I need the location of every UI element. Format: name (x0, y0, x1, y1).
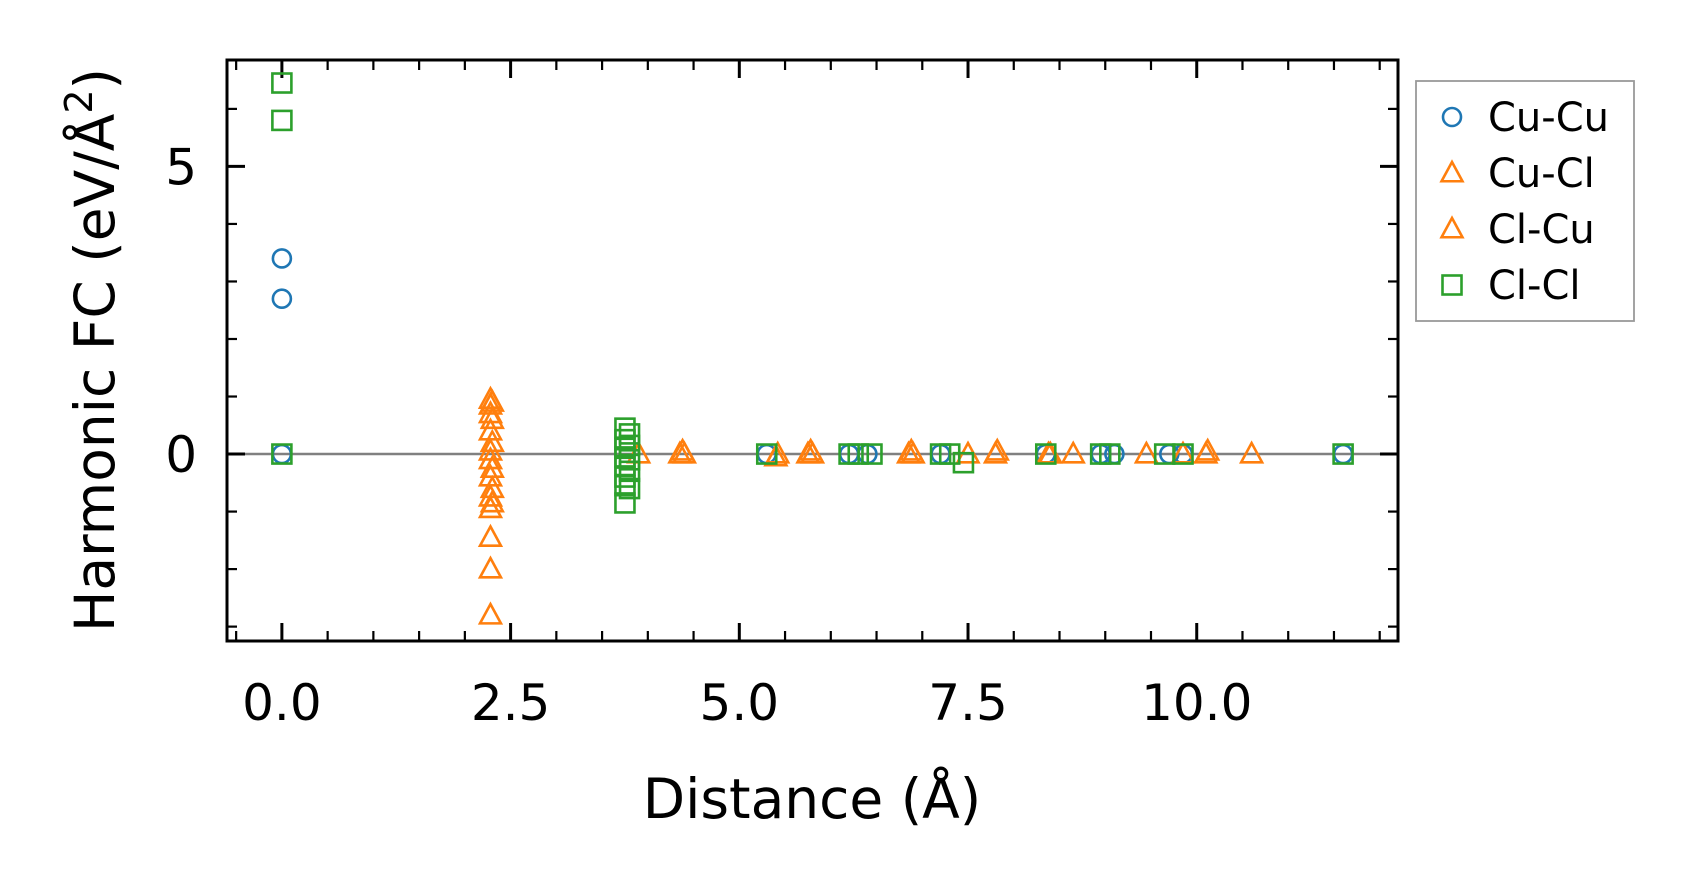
data-point-cl-cl (271, 72, 293, 94)
data-point-cl-cl (614, 492, 636, 514)
data-point-cl-cu (798, 437, 824, 461)
legend-label-cl-cu: Cl-Cu (1488, 207, 1595, 253)
legend-marker-cl-cu (1439, 215, 1465, 239)
legend-marker-cl-cl (1441, 274, 1463, 296)
data-point-cl-cl (618, 423, 641, 445)
data-point-cu-cl (477, 555, 504, 579)
legend-marker-cu-cl (1439, 159, 1465, 183)
data-point-cl-cu (479, 489, 505, 513)
data-point-cl-cl (1172, 443, 1194, 465)
data-point-cl-cl (1099, 443, 1121, 465)
y-axis-label-main: Harmonic FC (eV/Å (62, 113, 127, 632)
series-cu-cl (477, 385, 1265, 625)
data-point-cl-cl (1034, 443, 1057, 465)
data-point-cu-cl (1133, 440, 1160, 464)
x-tick-label: 0.0 (242, 674, 322, 732)
y-axis-label: Harmonic FC (eV/Å2) (57, 68, 127, 632)
data-point-cl-cu (479, 474, 505, 499)
data-point-cl-cu (765, 440, 791, 464)
data-point-cl-cl (1332, 443, 1354, 465)
data-point-cl-cl (755, 443, 778, 465)
data-point-cu-cl (477, 601, 504, 625)
data-point-cl-cu (479, 405, 505, 430)
data-point-cl-cl (618, 434, 641, 457)
plot-frame (225, 58, 1400, 643)
legend-label-cl-cl: Cl-Cl (1488, 263, 1581, 309)
y-tick-label: 0 (165, 426, 197, 484)
y-tick-label: 5 (165, 138, 197, 196)
data-point-cl-cu (479, 428, 505, 453)
data-point-cl-cl (271, 443, 293, 465)
series-cl-cl (271, 72, 1354, 514)
data-point-cl-cl (861, 443, 883, 465)
legend-marker-cu-cu (1441, 106, 1463, 128)
data-points (271, 72, 1354, 625)
x-tick-label: 7.5 (928, 674, 1008, 732)
data-point-cl-cl (952, 451, 975, 474)
x-axis-label: Distance (Å) (643, 766, 982, 831)
data-point-cl-cl (618, 448, 641, 471)
legend: Cu-Cu Cu-Cl Cl-Cu Cl-Cl (1415, 80, 1635, 322)
data-point-cl-cl (847, 443, 870, 465)
data-point-cl-cu (984, 437, 1010, 461)
data-point-cl-cl (618, 477, 641, 500)
legend-label-cu-cl: Cu-Cl (1488, 151, 1595, 197)
axis-ticks (227, 60, 1398, 641)
data-point-cl-cl (271, 109, 293, 132)
data-point-cl-cl (618, 460, 641, 483)
data-point-cl-cu (669, 437, 696, 461)
data-point-cu-cl (1238, 440, 1265, 464)
axis-tick-labels: 0.0 2.5 5.0 7.5 10.0 0 5 (165, 138, 1252, 732)
x-tick-label: 2.5 (471, 674, 551, 732)
x-tick-label: 10.0 (1141, 674, 1252, 732)
data-point-cu-cu (271, 288, 293, 310)
legend-label-cu-cu: Cu-Cu (1488, 95, 1609, 141)
y-axis-label-close: ) (63, 68, 127, 89)
data-point-cu-cl (1060, 440, 1086, 464)
legend-box (1415, 80, 1635, 322)
x-tick-label: 5.0 (700, 674, 780, 732)
series-cl-cu (479, 388, 1221, 513)
data-point-cu-cl (477, 523, 504, 548)
data-point-cl-cl (614, 474, 636, 497)
y-axis-label-superscript: 2 (57, 89, 101, 113)
data-point-cl-cu (1195, 437, 1221, 461)
series-cu-cu (271, 248, 1354, 465)
data-point-cl-cu (898, 437, 924, 461)
data-point-cu-cu (271, 248, 293, 269)
